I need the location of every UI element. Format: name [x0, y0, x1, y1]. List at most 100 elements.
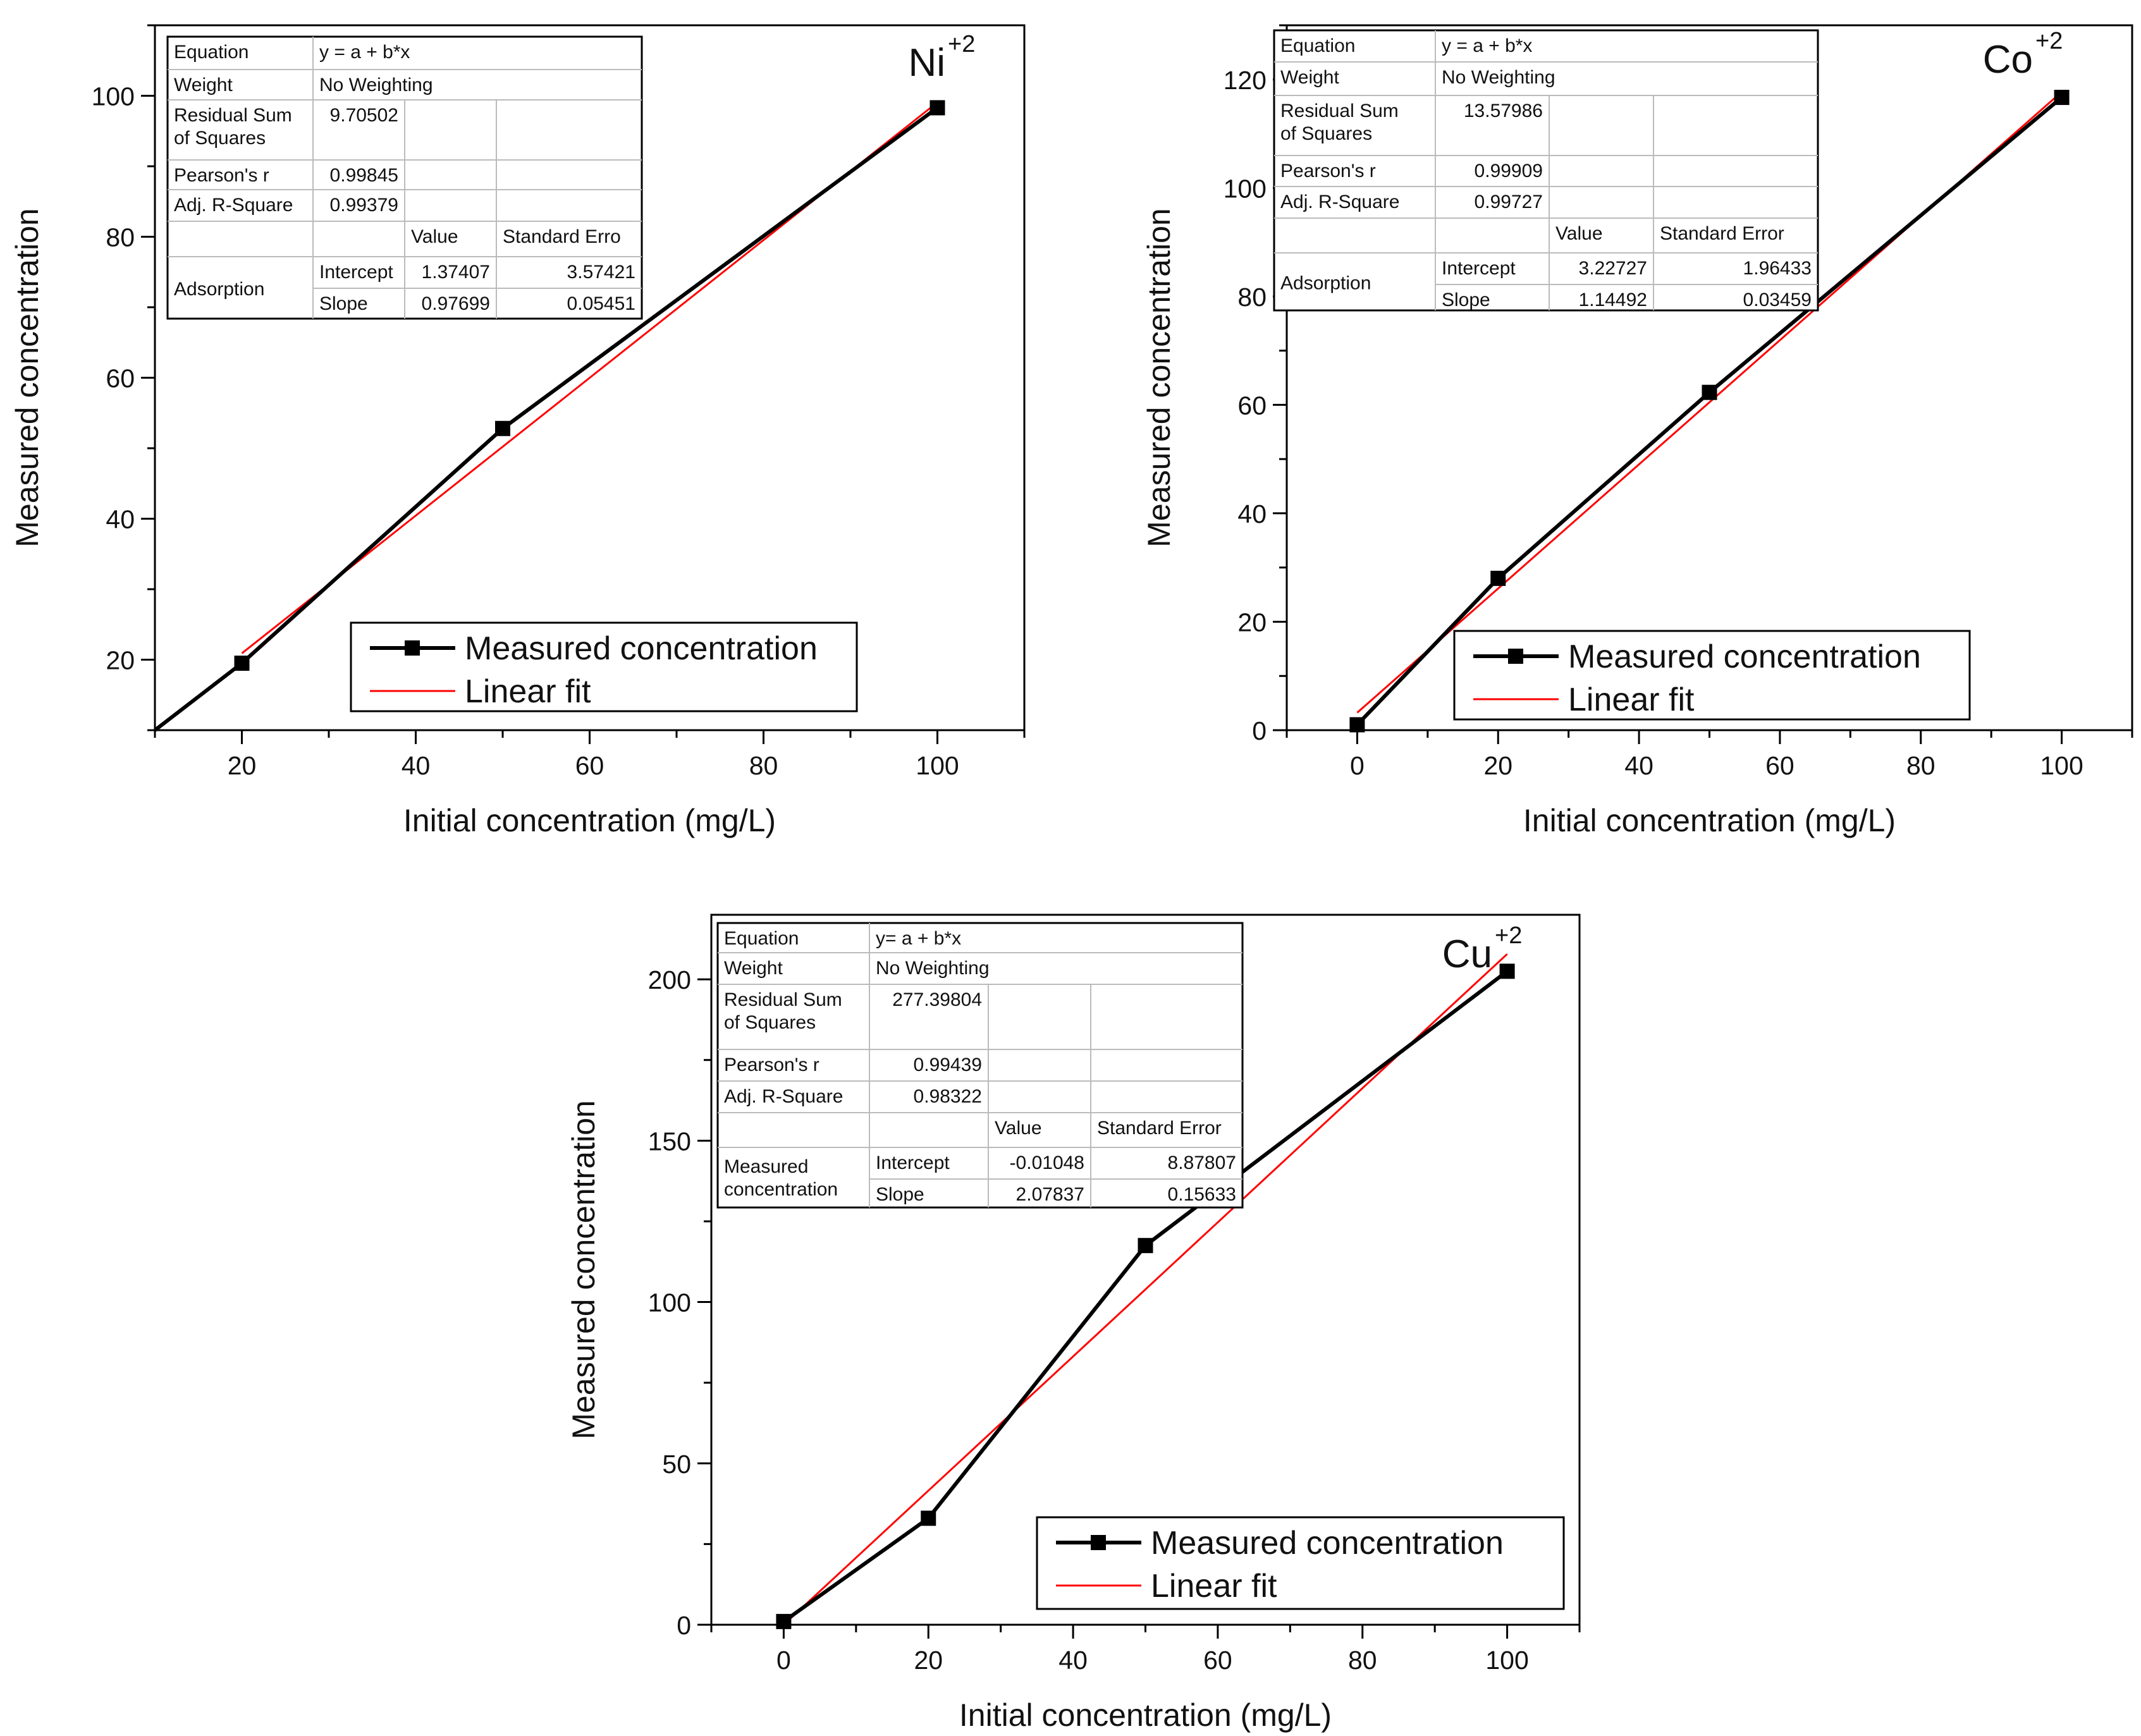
measured-point	[921, 1510, 936, 1526]
value-header: Value	[995, 1118, 1042, 1139]
slope-value: 1.14492	[1579, 290, 1647, 310]
measured-point	[2054, 90, 2070, 106]
x-tick-label: 40	[1624, 751, 1653, 780]
measured-point	[929, 100, 945, 116]
measured-series-line	[782, 969, 1509, 1623]
slope-value: 0.97699	[422, 293, 490, 314]
equation-label: Equation	[1280, 35, 1355, 56]
y-tick-label: 0	[677, 1611, 691, 1640]
y-tick-label: 120	[1224, 66, 1267, 95]
rss-label-line1: Residual Sum	[174, 105, 292, 126]
adj-r-square-label: Adj. R-Square	[1280, 192, 1399, 212]
weight-value: No Weighting	[319, 75, 433, 95]
rss-value: 13.57986	[1464, 101, 1543, 121]
rss-label-line1: Residual Sum	[1280, 101, 1399, 121]
x-tick-label: 80	[749, 751, 778, 780]
y-tick-label: 0	[1252, 716, 1267, 745]
x-tick-label: 0	[776, 1646, 791, 1675]
y-tick-label: 60	[106, 364, 135, 393]
x-axis-label: Initial concentration (mg/L)	[403, 803, 776, 838]
group-label-line2: concentration	[724, 1179, 838, 1200]
pearson-label: Pearson's r	[724, 1054, 819, 1075]
y-tick-label: 100	[648, 1288, 691, 1317]
x-tick-label: 20	[1483, 751, 1512, 780]
rss-value: 277.39804	[892, 989, 982, 1010]
ion-label: Ni	[908, 41, 945, 85]
y-tick-label: 150	[648, 1127, 691, 1156]
value-header: Value	[1555, 223, 1603, 244]
equation-value: y= a + b*x	[876, 928, 961, 949]
measured-point	[1138, 1238, 1153, 1254]
y-tick-label: 20	[106, 646, 135, 675]
legend-box	[350, 621, 858, 712]
legend-measured-label: Measured concentration	[1151, 1525, 1504, 1562]
rss-value: 9.70502	[330, 105, 398, 126]
ion-label: Cu	[1442, 932, 1492, 976]
stderr-header: Standard Erro	[503, 226, 621, 247]
intercept-value: 1.37407	[422, 262, 490, 283]
y-tick-label: 50	[662, 1450, 691, 1479]
linear-fit-line	[783, 953, 1508, 1626]
weight-label: Weight	[724, 958, 783, 979]
x-axis-label: Initial concentration (mg/L)	[959, 1697, 1332, 1733]
y-tick-label: 80	[106, 223, 135, 252]
pearson-label: Pearson's r	[174, 165, 269, 186]
x-tick-label: 60	[575, 751, 604, 780]
y-tick-label: 40	[1237, 499, 1267, 529]
adj-r-square-label: Adj. R-Square	[174, 195, 293, 216]
x-axis-label: Initial concentration (mg/L)	[1523, 803, 1896, 838]
y-tick-label: 200	[648, 965, 691, 994]
x-tick-label: 80	[1906, 751, 1935, 780]
group-label: Adsorption	[174, 279, 264, 300]
x-tick-label: 40	[402, 751, 431, 780]
x-tick-label: 60	[1765, 751, 1794, 780]
group-label: Adsorption	[1280, 273, 1371, 294]
adj-r-square-label: Adj. R-Square	[724, 1086, 843, 1107]
x-tick-label: 40	[1058, 1646, 1088, 1675]
y-tick-label: 60	[1237, 391, 1267, 420]
x-tick-label: 80	[1348, 1646, 1377, 1675]
y-tick-label: 100	[92, 82, 135, 111]
x-tick-label: 20	[914, 1646, 943, 1675]
slope-label: Slope	[1442, 290, 1490, 310]
measured-point	[234, 656, 250, 671]
legend-fit-label: Linear fit	[465, 673, 591, 710]
measured-series-line	[1356, 95, 2063, 726]
x-tick-label: 100	[916, 751, 959, 780]
equation-label: Equation	[724, 928, 799, 949]
table-frame	[1273, 29, 1819, 312]
table-frame	[716, 922, 1244, 1209]
measured-series-line	[154, 106, 939, 732]
slope-label: Slope	[876, 1184, 924, 1205]
x-tick-label: 0	[1350, 751, 1365, 780]
weight-label: Weight	[1280, 67, 1339, 88]
legend-box	[1036, 1516, 1565, 1610]
y-axis-label: Measured concentration	[566, 1100, 601, 1439]
x-tick-label: 20	[228, 751, 257, 780]
rss-label-line1: Residual Sum	[724, 989, 842, 1010]
fit-results-table: Equation y= a + b*x Weight No Weighting Resi…	[716, 922, 1244, 1209]
legend: Measured concentration Linear fit	[350, 621, 858, 712]
measured-point	[1499, 963, 1515, 979]
ion-charge: +2	[948, 31, 975, 58]
y-axis-label: Measured concentration	[9, 208, 45, 547]
legend-fit-label: Linear fit	[1568, 682, 1695, 718]
ion-label: Co	[1983, 38, 2033, 82]
intercept-label: Intercept	[876, 1152, 950, 1173]
y-tick-label: 20	[1237, 608, 1267, 637]
slope-stderr: 0.05451	[567, 293, 635, 314]
intercept-label: Intercept	[319, 262, 393, 283]
rss-label-line2: of Squares	[174, 128, 266, 149]
stderr-header: Standard Error	[1097, 1118, 1222, 1139]
pearson-value: 0.99439	[914, 1054, 982, 1075]
intercept-stderr: 8.87807	[1168, 1152, 1236, 1173]
slope-label: Slope	[319, 293, 368, 314]
weight-value: No Weighting	[1442, 67, 1555, 88]
pearson-value: 0.99845	[330, 165, 398, 186]
pearson-value: 0.99909	[1475, 161, 1543, 181]
legend-measured-marker	[1091, 1535, 1106, 1550]
equation-value: y = a + b*x	[1442, 35, 1532, 56]
fit-results-table: Equation y = a + b*x Weight No Weighting Res…	[1273, 29, 1819, 312]
x-tick-label: 100	[1485, 1646, 1528, 1675]
